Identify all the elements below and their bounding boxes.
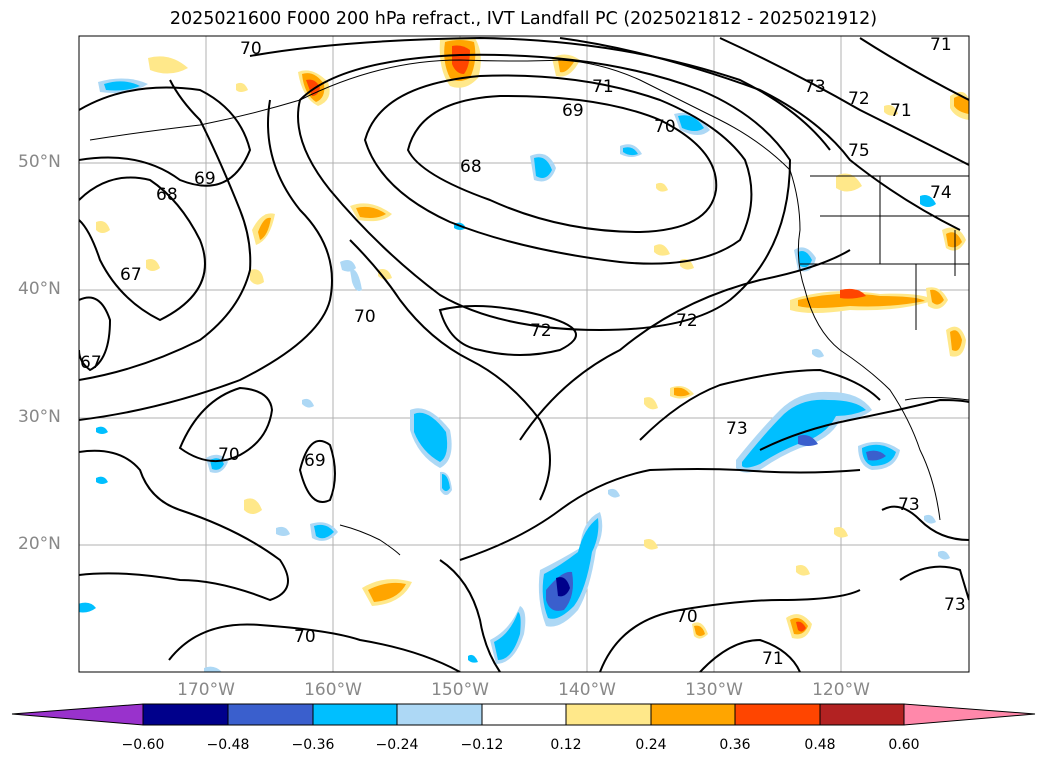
chart-title: 2025021600 F000 200 hPa refract., IVT La… xyxy=(169,9,878,29)
colorbar-segment xyxy=(481,703,567,726)
contour-label: 69 xyxy=(194,169,216,189)
contour-label: 72 xyxy=(848,89,870,109)
lat-label: 50°N xyxy=(18,152,61,172)
lon-label: 120°W xyxy=(812,680,870,700)
contour-label: 73 xyxy=(944,595,966,615)
contour-label: 75 xyxy=(848,141,870,161)
contour-label: 69 xyxy=(304,451,326,471)
colorbar-segment xyxy=(142,703,229,726)
contour-label: 70 xyxy=(676,607,698,627)
lon-label: 160°W xyxy=(304,680,362,700)
contour-label: 68 xyxy=(156,185,178,205)
colorbar-tick-label: 0.36 xyxy=(719,737,751,753)
colorbar-segment xyxy=(565,703,652,726)
lat-label: 40°N xyxy=(18,279,61,299)
colorbar-tick-label: 0.60 xyxy=(888,737,920,753)
colorbar-tick-label: −0.48 xyxy=(206,737,250,753)
contour-label: 70 xyxy=(354,307,376,327)
contour-label: 71 xyxy=(930,35,952,55)
lon-label: 170°W xyxy=(177,680,235,700)
colorbar-segment xyxy=(819,703,905,726)
colorbar-tick-label: −0.36 xyxy=(291,737,335,753)
contour-label: 70 xyxy=(240,39,262,59)
colorbar xyxy=(11,703,1036,726)
contour-label: 70 xyxy=(654,117,676,137)
contour-label: 73 xyxy=(804,77,826,97)
contour-label: 74 xyxy=(930,183,952,203)
lon-label: 150°W xyxy=(431,680,489,700)
contour-label: 67 xyxy=(80,353,102,373)
lat-label: 30°N xyxy=(18,407,61,427)
contour-label: 71 xyxy=(890,101,912,121)
colorbar-segment xyxy=(396,703,483,726)
contour-label: 69 xyxy=(562,101,584,121)
lat-label: 20°N xyxy=(18,534,61,554)
contour-label: 72 xyxy=(530,321,552,341)
colorbar-tick-label: 0.12 xyxy=(550,737,582,753)
colorbar-segment xyxy=(734,703,821,726)
colorbar-segment xyxy=(650,703,736,726)
colorbar-tick-label: −0.12 xyxy=(460,737,504,753)
contour-label: 73 xyxy=(898,495,920,515)
plot-border xyxy=(78,35,970,673)
contour-label: 70 xyxy=(218,445,240,465)
colorbar-tick-label: 0.48 xyxy=(804,737,836,753)
contour-label: 67 xyxy=(120,265,142,285)
lon-label: 140°W xyxy=(558,680,616,700)
colorbar-tick-label: −0.24 xyxy=(375,737,419,753)
negative-anomalies xyxy=(79,78,950,672)
contour-labels: 70 71 71 69 70 73 72 71 75 74 68 69 68 6… xyxy=(80,35,966,669)
contour-label: 73 xyxy=(726,419,748,439)
colorbar-extend-high xyxy=(903,703,1036,726)
colorbar-segment xyxy=(312,703,398,726)
contour-label: 72 xyxy=(676,311,698,331)
contour-lines xyxy=(79,36,969,672)
positive-anomalies xyxy=(96,37,969,639)
contour-label: 70 xyxy=(294,627,316,647)
colorbar-tick-label: −0.60 xyxy=(121,737,165,753)
colorbar-extend-low xyxy=(11,703,144,726)
contour-label: 71 xyxy=(592,77,614,97)
coastlines xyxy=(89,59,969,556)
colorbar-tick-label: 0.24 xyxy=(635,737,667,753)
contour-label: 71 xyxy=(762,649,784,669)
contour-label: 68 xyxy=(460,157,482,177)
colorbar-segment xyxy=(227,703,314,726)
lon-label: 130°W xyxy=(685,680,743,700)
